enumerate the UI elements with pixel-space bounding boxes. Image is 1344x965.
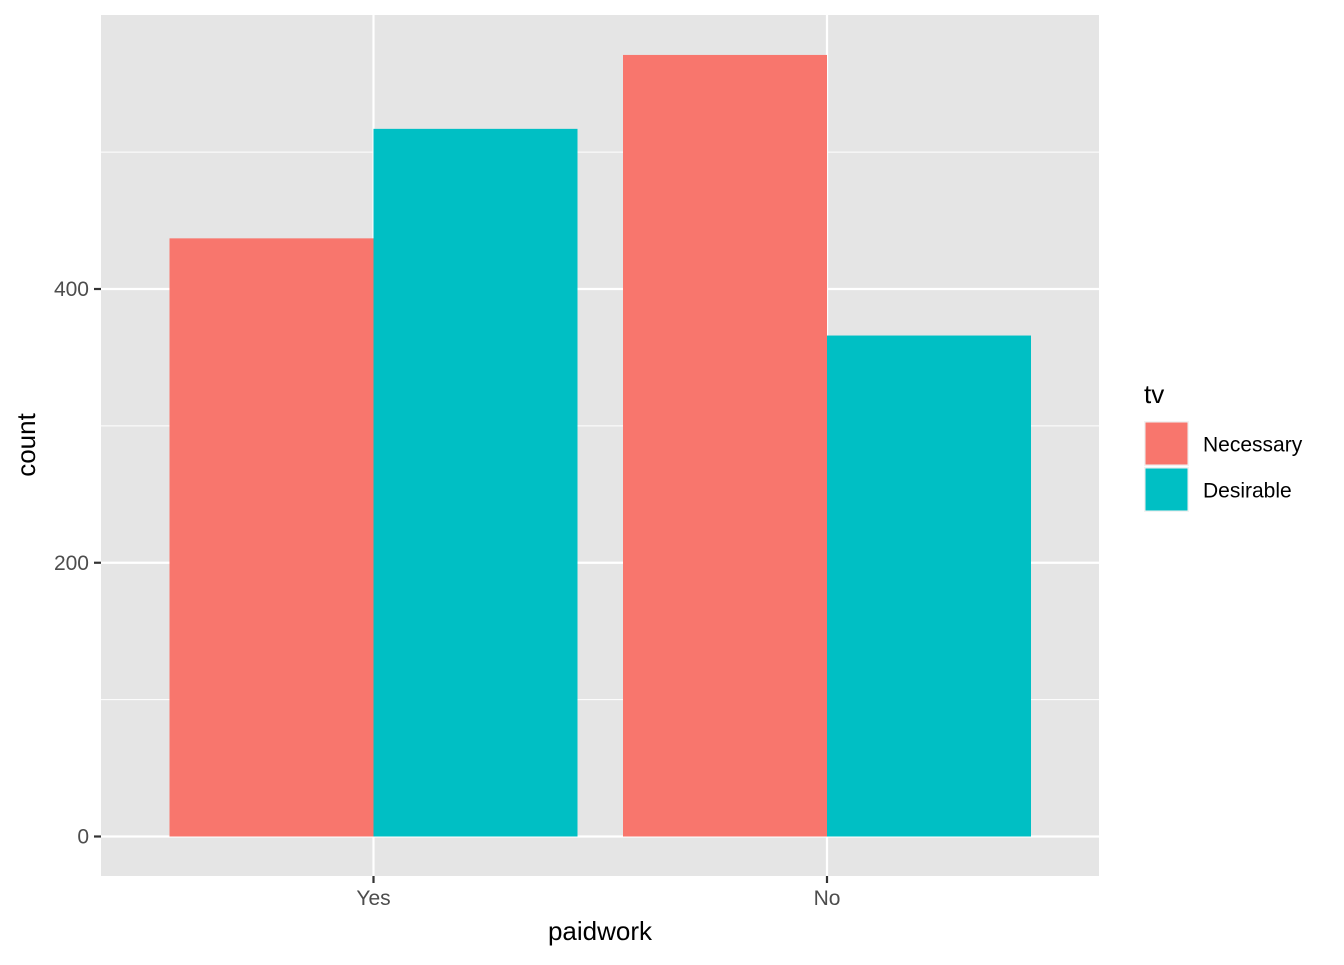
bar-necessary-yes [169,238,374,837]
legend-key-necessary [1145,422,1188,465]
bar-necessary-no [623,54,827,837]
bar-desirable-yes [373,128,578,837]
y-axis-title: count [11,412,41,476]
legend-key-desirable [1145,468,1188,511]
bar-desirable-no [827,335,1031,837]
x-axis-title: paidwork [548,916,653,946]
y-tick-label: 400 [54,278,89,301]
y-axis: 0 200 400 [54,278,101,849]
x-axis: Yes No [356,876,840,910]
bars [169,54,1031,837]
y-tick-label: 0 [77,826,89,849]
y-tick-label: 200 [54,552,89,575]
legend: tv Necessary Desirable [1144,379,1303,512]
legend-items: Necessary Desirable [1144,421,1303,512]
x-tick-label: Yes [356,887,390,910]
legend-label-desirable: Desirable [1203,480,1292,503]
x-tick-label: No [814,887,841,910]
legend-title: tv [1144,379,1164,409]
legend-label-necessary: Necessary [1203,434,1303,457]
